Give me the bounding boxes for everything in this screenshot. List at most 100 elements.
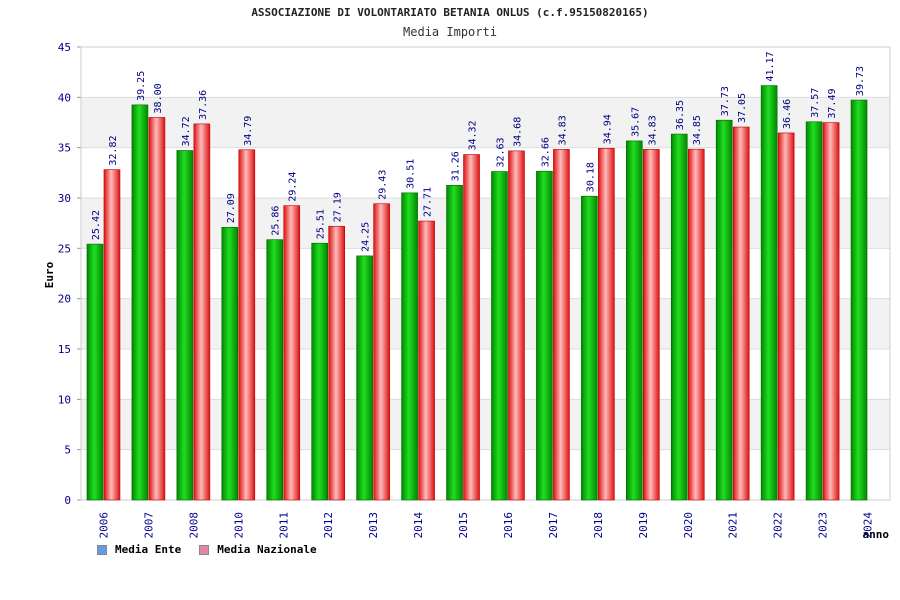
data-label: 30.51: [406, 159, 417, 189]
bar-media-ente: [805, 121, 823, 501]
bar-media-ente: [401, 192, 418, 501]
data-label: 34.85: [692, 115, 703, 145]
y-tick-label: 45: [58, 41, 71, 54]
data-label: 38.00: [153, 83, 164, 113]
y-tick-label: 25: [58, 242, 71, 255]
legend-item-media-ente: Media Ente: [97, 543, 181, 556]
x-tick-label: 2012: [322, 512, 335, 539]
data-label: 27.19: [333, 192, 344, 222]
bar-media-ente: [670, 133, 688, 501]
data-label: 37.05: [737, 93, 748, 123]
bar-media-nazionale: [373, 203, 390, 501]
legend-swatch-media-ente: [97, 544, 107, 555]
y-tick-label: 10: [58, 393, 71, 406]
x-tick-label: 2014: [412, 512, 425, 539]
data-label: 27.71: [423, 187, 434, 217]
data-label: 29.24: [288, 172, 299, 202]
y-tick-label: 30: [58, 192, 71, 205]
data-label: 34.32: [468, 120, 479, 150]
data-label: 39.73: [855, 66, 866, 96]
y-tick-label: 40: [58, 91, 71, 104]
data-label: 25.42: [91, 210, 102, 240]
legend-item-media-nazionale: Media Nazionale: [199, 543, 317, 556]
bar-media-nazionale: [822, 122, 840, 501]
y-tick-label: 35: [58, 142, 71, 155]
bar-media-ente: [581, 195, 598, 501]
data-label: 29.43: [378, 170, 389, 200]
bar-media-ente: [311, 242, 328, 501]
data-label: 36.35: [675, 100, 686, 130]
bar-media-nazionale: [193, 123, 211, 501]
legend-label-media-ente: Media Ente: [115, 543, 182, 556]
bar-media-ente: [356, 255, 373, 501]
data-label: 39.25: [136, 71, 147, 101]
bar-media-ente: [221, 226, 239, 501]
x-tick-label: 2016: [502, 512, 515, 539]
y-tick-label: 20: [58, 293, 71, 306]
bar-media-nazionale: [553, 149, 570, 501]
y-tick-label: 0: [64, 494, 71, 507]
data-label: 34.79: [243, 116, 254, 146]
data-label: 25.51: [316, 209, 327, 239]
bar-media-nazionale: [732, 126, 750, 501]
x-tick-label: 2007: [142, 512, 155, 539]
bar-media-nazionale: [598, 147, 615, 501]
bar-media-ente: [86, 243, 104, 501]
x-tick-label: 2024: [862, 512, 875, 539]
data-label: 41.17: [765, 51, 776, 81]
data-label: 34.68: [512, 117, 523, 147]
x-tick-label: 2011: [277, 512, 290, 539]
data-label: 24.25: [361, 222, 372, 252]
x-tick-label: 2008: [187, 512, 200, 539]
grid-band: [81, 97, 890, 148]
bar-media-nazionale: [463, 154, 480, 501]
x-tick-label: 2023: [817, 512, 830, 539]
grid-band: [81, 298, 890, 349]
bar-media-nazionale: [643, 149, 660, 501]
bar-media-ente: [446, 185, 463, 501]
data-label: 34.94: [602, 114, 613, 144]
x-tick-label: 2021: [727, 512, 740, 539]
bar-media-ente: [536, 170, 553, 501]
data-label: 34.83: [647, 115, 658, 145]
chart-subtitle: Media Importi: [403, 25, 497, 39]
bar-media-nazionale: [238, 149, 256, 501]
plot-frame: [80, 46, 891, 501]
bar-media-nazionale: [687, 148, 705, 501]
y-tick-label: 5: [64, 444, 71, 457]
grid-band: [81, 399, 890, 450]
data-label: 31.26: [451, 151, 462, 181]
bar-media-nazionale: [777, 132, 795, 501]
data-label: 32.66: [540, 137, 551, 167]
bar-media-ente: [266, 239, 284, 501]
x-tick-label: 2010: [232, 512, 245, 539]
bar-media-nazionale: [283, 205, 301, 501]
y-axis-title: Euro: [43, 261, 56, 288]
data-label: 35.67: [630, 107, 641, 137]
x-tick-label: 2017: [547, 512, 560, 539]
x-tick-label: 2019: [637, 512, 650, 539]
data-label: 27.09: [226, 193, 237, 223]
bar-media-nazionale: [328, 225, 345, 501]
data-label: 34.72: [181, 116, 192, 146]
chart-title: ASSOCIAZIONE DI VOLONTARIATO BETANIA ONL…: [251, 6, 649, 19]
bar-media-nazionale: [418, 220, 435, 501]
legend-swatch-media-nazionale: [199, 544, 210, 555]
data-label: 32.82: [108, 136, 119, 166]
data-label: 25.86: [271, 206, 282, 236]
bar-media-ente: [176, 150, 194, 501]
x-tick-label: 2006: [97, 512, 110, 539]
data-label: 32.63: [495, 137, 506, 167]
bar-media-nazionale: [103, 169, 121, 501]
data-label: 37.49: [827, 88, 838, 118]
y-tick-label: 15: [58, 343, 71, 356]
x-tick-label: 2013: [367, 512, 380, 539]
data-label: 37.36: [198, 90, 209, 120]
data-label: 37.73: [720, 86, 731, 116]
legend: Media Ente Media Nazionale: [97, 543, 317, 556]
bar-media-ente: [131, 104, 149, 501]
x-tick-label: 2022: [772, 512, 785, 539]
x-tick-label: 2018: [592, 512, 605, 539]
bar-media-ente: [760, 85, 778, 501]
